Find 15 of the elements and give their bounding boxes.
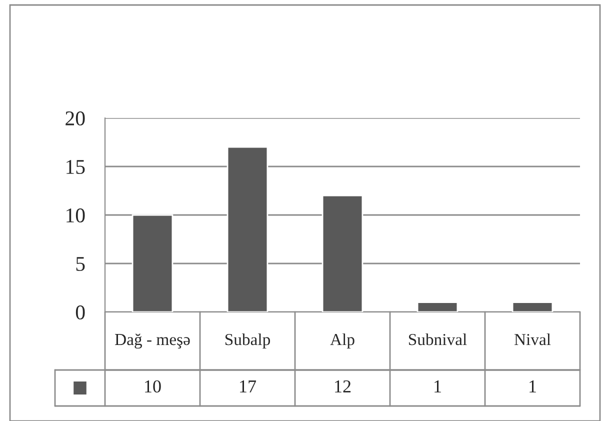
x-tick-label: Nival [514, 333, 551, 346]
x-tick-label: Subalp [225, 333, 270, 349]
x-tick-label: Alp [330, 333, 354, 349]
y-tick-label: 20 [66, 111, 85, 126]
y-tick-label: 5 [76, 257, 85, 271]
data-label: 1 [530, 380, 536, 392]
y-tick-label: 0 [76, 305, 85, 320]
data-label: 17 [240, 380, 256, 392]
y-tick-label: 15 [66, 160, 85, 174]
data-label: 12 [335, 380, 351, 392]
y-tick-label: 10 [66, 208, 85, 222]
x-tick-label: Subnival [408, 333, 467, 346]
data-label: 10 [145, 380, 161, 393]
data-label: 1 [434, 380, 441, 392]
x-tick-label: Dağ - meşə [115, 334, 190, 349]
